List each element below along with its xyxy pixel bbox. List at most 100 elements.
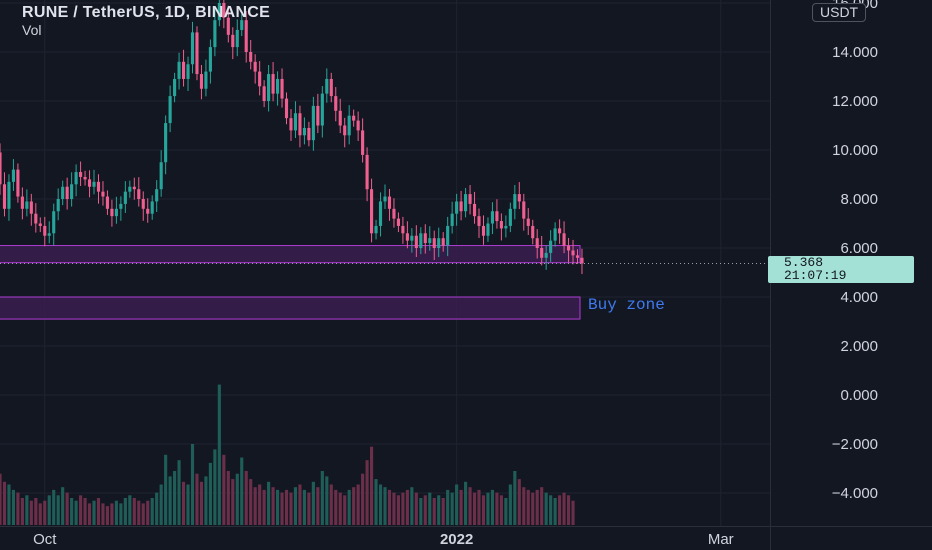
candle bbox=[132, 177, 136, 200]
volume-bar bbox=[159, 484, 163, 525]
volume-bar bbox=[186, 484, 190, 525]
candle bbox=[222, 0, 226, 29]
currency-badge[interactable]: USDT bbox=[812, 3, 867, 22]
volume-bar bbox=[29, 500, 33, 525]
x-tick-label: Mar bbox=[708, 531, 734, 548]
volume-bar bbox=[7, 484, 11, 525]
candle bbox=[352, 109, 356, 127]
candle bbox=[320, 86, 324, 138]
volume-bar bbox=[549, 495, 553, 525]
candle bbox=[74, 164, 78, 197]
volume-bar bbox=[352, 487, 356, 525]
volume-bar bbox=[522, 487, 526, 525]
volume-bar bbox=[70, 498, 74, 525]
candle bbox=[558, 219, 562, 244]
volume-bar bbox=[289, 492, 293, 525]
volume-bar bbox=[432, 498, 436, 525]
drawn-zones bbox=[0, 245, 581, 320]
volume-bar bbox=[535, 489, 539, 525]
volume-bar bbox=[455, 484, 459, 525]
volume-bar bbox=[558, 495, 562, 525]
volume-bar bbox=[566, 495, 571, 525]
candle bbox=[392, 198, 396, 228]
candle bbox=[508, 202, 512, 233]
candle bbox=[164, 115, 168, 175]
volume-bar bbox=[293, 487, 298, 525]
candlesticks bbox=[0, 0, 584, 275]
volume-bar bbox=[168, 476, 172, 525]
candle bbox=[526, 208, 530, 236]
support-zone[interactable] bbox=[0, 245, 581, 264]
candle bbox=[517, 182, 521, 210]
volume-bar bbox=[222, 454, 226, 525]
candle bbox=[168, 85, 172, 133]
candle bbox=[401, 216, 405, 244]
volume-bar bbox=[405, 489, 409, 525]
candle bbox=[383, 184, 387, 210]
candle bbox=[544, 245, 548, 270]
volume-bar bbox=[410, 487, 414, 525]
buy-zone-label[interactable]: Buy zone bbox=[588, 296, 665, 314]
candle bbox=[38, 217, 42, 233]
volume-bar bbox=[446, 489, 450, 525]
volume-bar bbox=[132, 498, 136, 525]
candle bbox=[522, 193, 526, 231]
volume-bar bbox=[334, 489, 338, 525]
candle bbox=[414, 225, 418, 258]
volume-bar bbox=[141, 503, 145, 525]
candle bbox=[464, 187, 468, 218]
y-tick-label: 2.000 bbox=[840, 338, 878, 355]
candle bbox=[293, 101, 298, 138]
candle bbox=[155, 180, 159, 212]
candle bbox=[181, 49, 186, 87]
volume-bar bbox=[459, 489, 463, 525]
candle bbox=[571, 239, 575, 265]
volume-indicator-label[interactable]: Vol bbox=[22, 22, 42, 38]
volume-bar bbox=[517, 479, 521, 525]
volume-bar bbox=[101, 503, 105, 525]
volume-bar bbox=[423, 495, 427, 525]
volume-bar bbox=[302, 489, 306, 525]
candle bbox=[289, 109, 293, 141]
volume-bar bbox=[401, 492, 405, 525]
y-tick-label: −2.000 bbox=[832, 436, 878, 453]
volume-bar bbox=[146, 500, 150, 525]
candle bbox=[316, 93, 320, 134]
candle bbox=[419, 227, 423, 255]
candle bbox=[405, 221, 409, 249]
candle bbox=[29, 193, 33, 226]
volume-bar bbox=[204, 476, 208, 525]
candle bbox=[190, 21, 195, 74]
volume-bar bbox=[56, 495, 60, 525]
candle bbox=[119, 196, 123, 221]
volume-bar bbox=[477, 489, 481, 525]
last-price-value: 5.368 bbox=[784, 255, 824, 270]
candle bbox=[213, 9, 217, 57]
candle bbox=[249, 39, 253, 70]
candle bbox=[486, 217, 490, 242]
volume-bar bbox=[468, 487, 472, 525]
candle bbox=[262, 80, 266, 108]
candle bbox=[356, 111, 360, 141]
volume-bar bbox=[240, 457, 244, 525]
volume-bar bbox=[441, 498, 445, 525]
candle bbox=[123, 181, 127, 213]
volume-bar bbox=[562, 492, 566, 525]
volume-bar bbox=[387, 489, 392, 525]
candle bbox=[338, 98, 342, 134]
volume-bar bbox=[105, 506, 110, 525]
candle bbox=[25, 189, 29, 217]
candle bbox=[7, 174, 11, 221]
candle bbox=[459, 190, 463, 221]
candle bbox=[79, 161, 83, 187]
candle bbox=[150, 195, 154, 220]
candle bbox=[195, 26, 199, 81]
volume-bar bbox=[65, 492, 69, 525]
volume-bar bbox=[356, 484, 360, 525]
volume-bar bbox=[52, 489, 56, 525]
candle bbox=[365, 147, 369, 202]
buy-zone[interactable] bbox=[0, 296, 581, 320]
volume-bar bbox=[419, 498, 423, 525]
